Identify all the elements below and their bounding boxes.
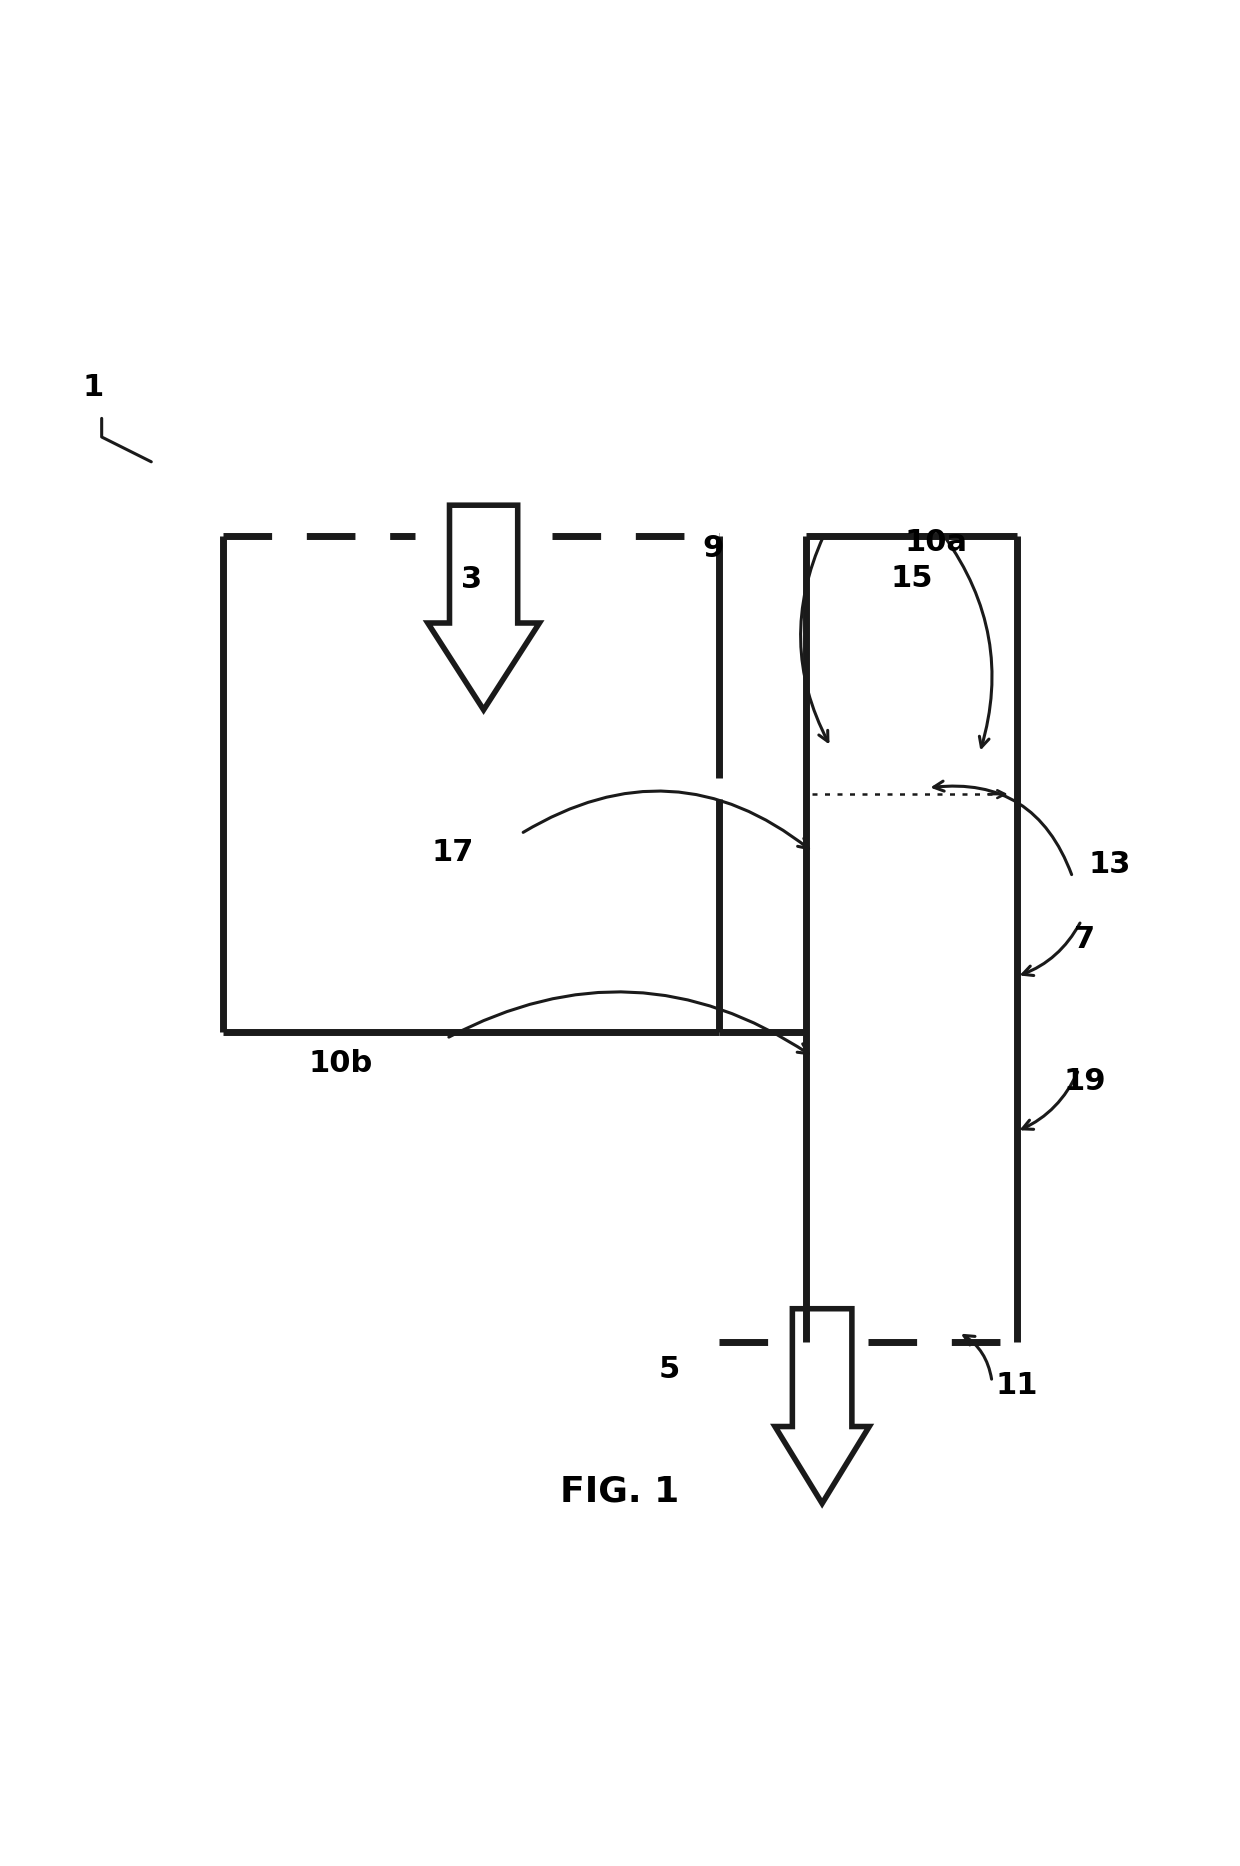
Text: 10b: 10b xyxy=(309,1049,373,1079)
Text: FIG. 1: FIG. 1 xyxy=(560,1474,680,1508)
Polygon shape xyxy=(775,1308,869,1504)
Text: 3: 3 xyxy=(460,565,482,593)
Text: 7: 7 xyxy=(1074,926,1096,954)
Text: 17: 17 xyxy=(432,838,474,868)
Text: 11: 11 xyxy=(996,1372,1038,1400)
Polygon shape xyxy=(428,506,539,709)
Text: 5: 5 xyxy=(658,1355,681,1385)
Text: 13: 13 xyxy=(1089,851,1131,879)
Text: 10a: 10a xyxy=(905,528,967,556)
Text: 19: 19 xyxy=(1064,1067,1106,1097)
Text: 1: 1 xyxy=(82,373,104,401)
Text: 9: 9 xyxy=(702,534,724,564)
Text: 15: 15 xyxy=(890,564,932,593)
